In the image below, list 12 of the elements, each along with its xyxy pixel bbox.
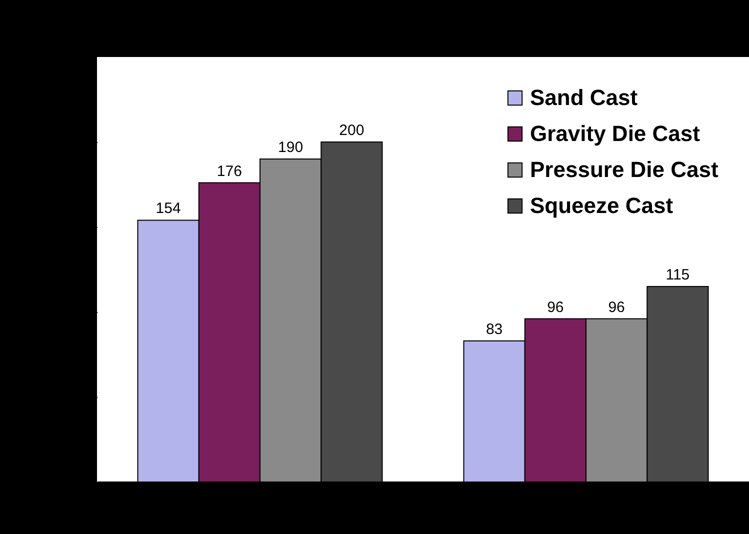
data-label: 200	[339, 122, 364, 139]
data-label: 96	[547, 298, 564, 316]
data-label: 115	[666, 266, 690, 284]
legend-label: Sand Cast	[530, 85, 638, 110]
data-label: 96	[608, 298, 625, 316]
data-label: 190	[278, 139, 304, 156]
data-label: 176	[216, 162, 242, 180]
legend-label: Gravity Die Cast	[530, 121, 701, 146]
data-label: 83	[486, 320, 503, 338]
data-label: 154	[156, 200, 181, 218]
legend-label: Squeeze Cast	[530, 193, 674, 218]
legend-label: Pressure Die Cast	[530, 157, 719, 182]
